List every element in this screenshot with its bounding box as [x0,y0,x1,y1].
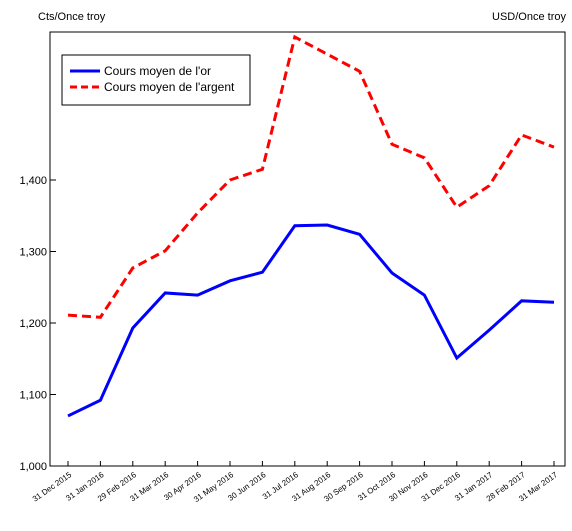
y-tick-label: 1,200 [19,318,47,330]
y-tick-label: 1,400 [19,175,47,187]
legend-box [61,54,251,106]
y-axis-label: Cts/Once troy [38,11,106,23]
y2-axis-label: USD/Once troy [492,11,566,23]
y-tick-label: 1,000 [19,461,47,473]
series-line [67,34,555,319]
plot-frame [49,31,566,467]
series-line [67,223,555,418]
legend-label: Cours moyen de l'or [104,64,211,78]
legend-label: Cours moyen de l'argent [104,80,235,94]
y-tick-label: 1,300 [19,247,47,259]
y-tick-label: 1,100 [19,390,47,402]
